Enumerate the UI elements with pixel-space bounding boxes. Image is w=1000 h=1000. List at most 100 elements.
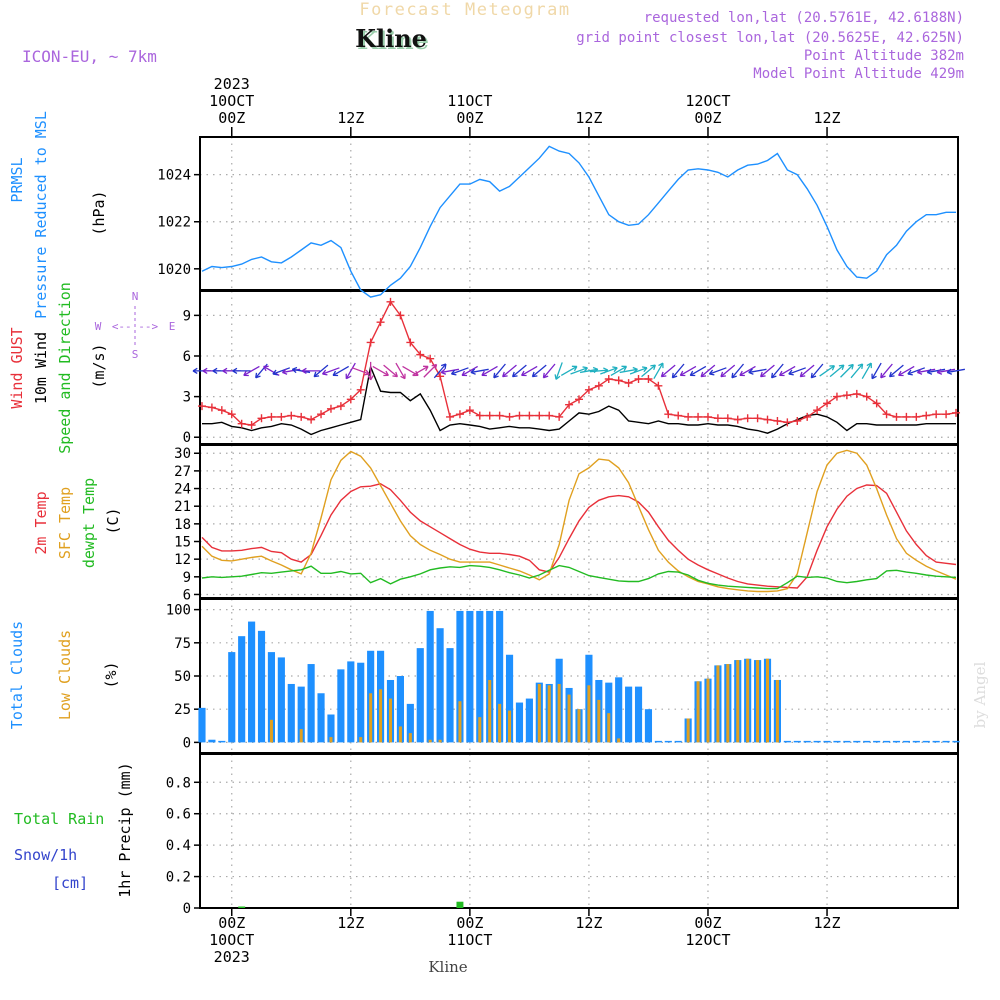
cloud-bar-total [466,610,474,743]
wind-arrow-head [810,372,817,379]
wind-arrow-shaft [589,369,608,373]
wind-arrow [470,368,489,375]
wind-arrow-shaft [907,367,926,375]
cloud-bar-total [337,669,345,743]
wind-arrow [679,365,697,377]
y-tick-label: 3 [183,390,191,406]
location-title-front: Kline [355,24,427,53]
cloud-bar-total [317,693,325,743]
wind-arrow-shaft [619,368,638,374]
cloud-bar-low [478,717,482,743]
wind-arrow-shaft [470,368,489,374]
wind-gust-line-marker [823,399,832,408]
wind-arrow-shaft [352,367,370,375]
wind-gust-line-marker [267,412,276,421]
wind-arrow-head [263,365,269,372]
wind-arrow-head [660,371,667,378]
wind-arrow-head [531,371,538,378]
wind-arrow-shaft [799,364,815,378]
y-tick-label: 15 [174,535,191,551]
precip-legend-snow: Snow/1h [14,846,77,864]
cloud-bar-low [398,726,402,743]
compass-w: W [95,320,102,333]
cloud-bar-total [932,740,940,743]
wind-gust-line-marker [197,402,206,411]
wind-arrow [332,365,350,377]
wind-arrow-head [926,368,933,375]
wind-gust-line-marker [694,412,703,421]
wind-arrow-head [222,367,228,375]
wind-arrow-shaft [555,362,563,380]
cloud-bar-total [644,709,653,743]
wind-arrow-head [481,370,487,377]
x-tick-label-bottom: 00Z [456,914,483,932]
clouds-unit: (%) [102,661,120,688]
cloud-bar-total [416,648,424,743]
cloud-bar-total [833,740,841,743]
wind-arrow-head [612,366,618,373]
wind-arrow [232,367,251,375]
wind-gust-line-marker [475,411,484,420]
wind-gust-line-marker [743,414,752,423]
x-tick-label-bottom: 12OCT [685,931,730,949]
cloud-bar-total [625,686,633,743]
wind-arrow [440,368,459,375]
wind-arrow [819,365,836,377]
wind-gust-line-marker [733,415,742,424]
wind-gust-line-marker [326,404,335,413]
precip-ylabel: 1hr Precip (mm) [116,762,134,897]
wind-arrow-shaft [292,368,311,374]
y-tick-label: 0.6 [166,807,191,823]
wind-arrow-head [898,370,904,377]
y-tick-label: 0 [183,901,191,917]
wind-arrow-head [871,373,877,380]
panel-frame [199,136,959,291]
wind-arrow-head [641,366,648,373]
wind-arrow [243,365,260,377]
footer-location: Kline [428,958,467,976]
wind-arrow [372,365,389,377]
x-tick-label-top: 12Z [337,109,364,127]
wind-arrow [861,362,872,380]
cloud-bar-total [902,740,910,743]
wind-label: Speed and Direction [56,282,74,454]
cloud-bar-total [406,703,414,743]
wind-arrow-shaft [493,363,506,379]
wind-arrow-shaft [629,367,648,375]
cloud-bar-total [843,740,851,743]
wind-arrow-shaft [720,364,736,378]
cloud-bar-total [327,714,335,743]
temp-label: 2m Temp [32,491,50,554]
cloud-bar-total [634,686,643,743]
wind-gust-line-marker [892,412,901,421]
wind-arrow-shaft [332,365,350,376]
wind-gust-line-marker [426,354,435,363]
y-tick-label: 6 [183,349,191,365]
wind-arrow-head [571,365,578,372]
wind-arrow-head [829,365,836,371]
wind-arrow [739,365,756,377]
model-altitude: Model Point Altitude 429m [753,66,964,82]
wind-arrow-shaft [243,365,260,376]
y-tick-label: 0.8 [166,775,191,791]
wind-arrow [788,367,806,376]
wind-arrow-head [521,370,527,377]
wind-arrow-head [431,363,438,370]
wind-gust-line-marker [336,402,345,411]
y-tick-label: 1022 [157,215,191,231]
wind-arrow-head [621,365,628,372]
clouds-label: Low Clouds [56,630,74,720]
wind-gust-line-marker [604,375,613,384]
wind-gust-line-marker [257,414,266,423]
cloud-bar-total [605,682,613,743]
cloud-bar-low [567,694,571,743]
wind-arrow-head [857,363,864,370]
wind-arrow [423,363,438,378]
pressure-label: PRMSL [8,157,26,202]
wind-arrow [720,364,736,378]
wind-label: Wind GUST [8,327,26,408]
wind-gust-line-marker [277,412,286,421]
cloud-bar-total [307,664,315,743]
wind-gust-line-marker [952,408,961,417]
